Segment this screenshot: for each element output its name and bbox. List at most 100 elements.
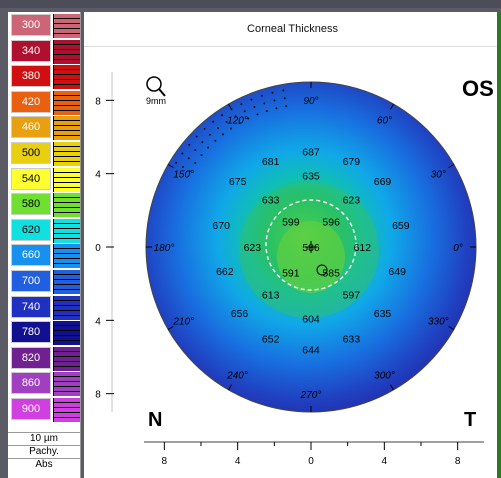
scale-hatch-580	[53, 193, 80, 218]
left-axis-label: 0	[95, 243, 101, 254]
thickness-value: 669	[374, 176, 392, 188]
mask-dot	[260, 94, 263, 97]
mask-dot	[221, 114, 224, 117]
mask-dot	[181, 165, 184, 168]
right-edge-strip	[497, 12, 501, 478]
scale-type-label[interactable]: Pachy.	[8, 445, 80, 458]
thickness-value: 597	[343, 290, 361, 302]
thickness-value: 656	[231, 308, 249, 320]
mask-dot	[247, 117, 250, 120]
mask-dot	[221, 133, 224, 136]
mask-dot	[208, 133, 211, 136]
mask-dot	[194, 148, 197, 151]
scale-swatch-660: 660	[11, 244, 51, 267]
scale-hatch-300	[53, 14, 80, 38]
mask-dot	[256, 113, 259, 116]
mask-dot	[217, 127, 220, 130]
angle-tick	[390, 384, 394, 391]
mask-dot	[181, 152, 184, 155]
scale-swatch-340: 340	[11, 39, 51, 62]
bottom-axis-label: 8	[455, 456, 461, 467]
mask-dot	[234, 115, 237, 118]
scale-hatch-420	[53, 90, 80, 115]
mask-dot	[250, 98, 253, 101]
thickness-value: 596	[322, 216, 340, 228]
bottom-axis-label: 8	[162, 456, 168, 467]
left-axis-label: 8	[95, 390, 101, 401]
angle-label-30: 30°	[431, 170, 446, 181]
angle-label-300: 300°	[374, 370, 395, 381]
bottom-axis-label: 4	[382, 456, 388, 467]
mask-dot	[283, 97, 286, 100]
pupil-outline	[265, 199, 357, 291]
mask-dot	[275, 107, 278, 110]
nasal-label: N	[148, 409, 162, 431]
thickness-value: 604	[302, 314, 320, 326]
thickness-value: 681	[262, 156, 280, 168]
angle-tick	[228, 103, 232, 110]
angle-tick	[390, 103, 394, 110]
scale-swatch-380: 380	[11, 65, 51, 88]
thickness-value: 635	[374, 308, 392, 320]
temporal-label: T	[464, 409, 476, 431]
mask-dot	[188, 143, 191, 146]
scale-hatch-900	[53, 398, 80, 422]
scale-swatch-700: 700	[11, 270, 51, 292]
thickness-value: 644	[302, 345, 320, 357]
mask-dot	[253, 105, 256, 108]
scale-hatch-500	[53, 142, 80, 166]
mask-dot	[238, 122, 241, 125]
scale-hatch-460	[53, 116, 80, 141]
bottom-axis-label: 0	[308, 456, 314, 467]
mask-dot	[273, 99, 276, 102]
left-axis-label: 8	[95, 96, 101, 107]
mask-dot	[212, 120, 215, 123]
map-panel: Corneal Thickness 90° 60° 30° 0° 330° 300° 270…	[84, 12, 501, 478]
scale-swatch-300: 300	[11, 14, 51, 36]
mask-dot	[240, 103, 243, 106]
scale-swatch-860: 860	[11, 372, 51, 395]
thickness-value: 670	[212, 220, 230, 232]
angle-label-60: 60°	[377, 116, 392, 127]
pachymetry-map[interactable]: 90° 60° 30° 0° 330° 300° 270° 240° 210° 180° 150° 1…	[84, 12, 501, 478]
thickness-value: 633	[343, 334, 361, 346]
magnifier-icon	[146, 76, 162, 92]
angle-tick	[448, 326, 455, 330]
thickness-value: 586	[302, 242, 320, 254]
thickness-value: 652	[262, 334, 280, 346]
scale-step-label: 10 µm	[8, 432, 80, 445]
angle-tick	[448, 164, 455, 168]
thickness-value: 623	[244, 242, 262, 254]
color-scale-panel: 10 µm Pachy. Abs 300 340 380 420 460 500 540 58…	[8, 12, 81, 478]
scale-hatch-380	[53, 65, 80, 90]
scale-swatch-540: 540	[11, 167, 51, 190]
angle-label-0: 0°	[453, 243, 463, 254]
eye-label: OS	[462, 76, 494, 101]
angle-label-240: 240°	[226, 370, 248, 381]
mask-dot	[263, 102, 266, 105]
mask-dot	[194, 161, 197, 164]
scale-swatch-620: 620	[11, 218, 51, 241]
thickness-value: 635	[302, 171, 320, 183]
thickness-value: 659	[392, 220, 410, 232]
mask-dot	[243, 110, 246, 113]
angle-label-120: 120°	[227, 116, 248, 127]
thickness-value: 613	[262, 290, 280, 302]
thickness-value: 623	[343, 194, 361, 206]
angle-label-210: 210°	[172, 317, 194, 328]
scale-swatch-900: 900	[11, 398, 51, 420]
mask-dot	[207, 146, 210, 149]
mask-dot	[265, 109, 268, 112]
mask-dot	[271, 91, 274, 94]
bottom-axis-label: 4	[235, 456, 241, 467]
scale-swatch-580: 580	[11, 193, 51, 216]
map-title: Corneal Thickness	[84, 12, 501, 47]
mask-dot	[175, 161, 178, 164]
scale-mode-label[interactable]: Abs	[8, 458, 80, 478]
scale-hatch-340	[53, 39, 80, 64]
angle-label-180: 180°	[154, 243, 175, 254]
angle-label-150: 150°	[173, 170, 194, 181]
mask-dot	[214, 139, 217, 142]
scale-hatch-700	[53, 270, 80, 294]
angle-label-330: 330°	[428, 317, 449, 328]
